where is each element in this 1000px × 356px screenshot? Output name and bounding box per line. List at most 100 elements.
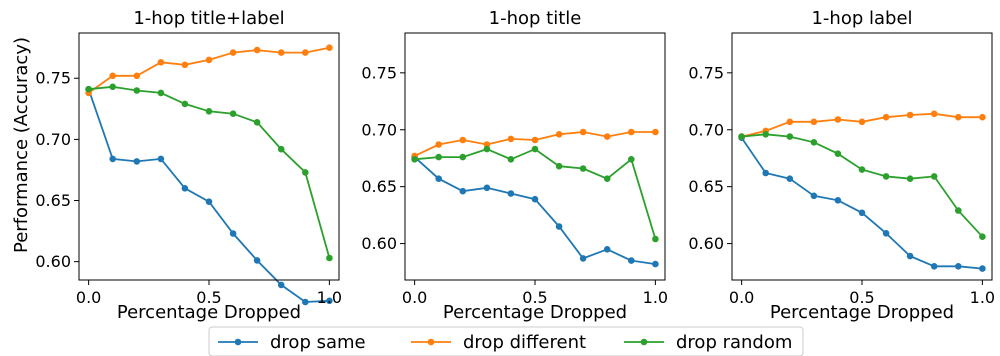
data-point <box>762 169 769 177</box>
data-point <box>834 116 842 123</box>
data-point <box>181 100 189 108</box>
data-point <box>531 195 539 203</box>
data-point <box>459 153 467 161</box>
data-point <box>435 153 443 161</box>
data-point <box>326 297 333 305</box>
data-point <box>302 298 309 306</box>
data-point <box>109 72 116 80</box>
data-point <box>277 49 285 56</box>
x-tick-label: 0.0 <box>729 288 754 307</box>
data-point <box>628 128 635 136</box>
data-point <box>762 131 769 138</box>
data-point <box>483 141 491 148</box>
legend: drop same drop different drop random <box>208 326 804 356</box>
y-tick-label: 0.60 <box>361 234 397 253</box>
data-point <box>229 110 237 117</box>
data-point <box>302 49 309 56</box>
data-point <box>810 192 818 200</box>
data-point <box>810 139 818 146</box>
data-point <box>277 281 285 289</box>
data-point <box>531 145 539 153</box>
axes-frame <box>731 32 993 281</box>
subplot-title: 1-hop title Percentage Dropped 0.0 0.5 1.0… <box>361 8 668 323</box>
y-tick-label: 0.70 <box>35 130 71 149</box>
data-point <box>979 233 986 240</box>
y-tick-label: 0.75 <box>688 63 724 82</box>
data-point <box>483 145 491 153</box>
data-point <box>205 108 213 115</box>
legend-frame <box>208 326 804 356</box>
data-point <box>157 155 165 163</box>
data-point <box>277 145 285 153</box>
x-tick-label: 0.5 <box>849 288 874 307</box>
data-point <box>555 131 563 138</box>
y-tick-label: 0.75 <box>35 69 71 88</box>
y-tick-label: 0.65 <box>688 177 724 196</box>
data-point <box>603 133 611 140</box>
x-axis-label: Percentage Dropped <box>117 302 301 323</box>
legend-marker <box>640 338 648 346</box>
data-point <box>435 175 443 182</box>
data-point <box>181 185 189 192</box>
series-line <box>88 46 330 94</box>
series-line <box>740 137 983 270</box>
data-point <box>229 49 237 56</box>
legend-marker <box>234 338 242 346</box>
data-point <box>979 265 986 272</box>
y-tick-label: 0.60 <box>688 234 724 253</box>
y-tick-label: 0.65 <box>35 191 71 210</box>
data-point <box>882 113 890 121</box>
data-point <box>181 61 189 69</box>
data-point <box>906 252 914 260</box>
data-point <box>253 46 261 54</box>
data-point <box>930 263 938 270</box>
data-point <box>858 166 866 173</box>
data-point <box>955 263 962 270</box>
data-point <box>579 128 587 136</box>
data-point <box>205 198 213 205</box>
data-point <box>531 136 539 144</box>
x-axis-label: Percentage Dropped <box>443 302 627 323</box>
series-line <box>413 156 656 265</box>
data-point <box>955 207 962 214</box>
data-point <box>738 133 745 140</box>
data-point <box>133 158 141 165</box>
data-point <box>786 175 794 182</box>
y-tick-label: 0.70 <box>361 120 397 139</box>
series-line <box>87 88 330 303</box>
data-point <box>834 197 842 204</box>
x-tick-label: 1.0 <box>643 288 668 307</box>
data-point <box>411 156 418 163</box>
data-point <box>133 72 141 80</box>
x-axis-label: Percentage Dropped <box>770 302 954 323</box>
data-point <box>253 119 261 126</box>
y-tick-label: 0.60 <box>35 252 71 271</box>
data-point <box>579 165 587 172</box>
axes-frame <box>78 32 340 281</box>
data-point <box>579 255 587 262</box>
x-tick-label: 1.0 <box>970 288 995 307</box>
subplot-title: 1-hop label <box>811 8 912 29</box>
data-point <box>786 133 794 140</box>
series-line <box>414 148 657 240</box>
data-point <box>85 85 92 93</box>
data-point <box>459 187 467 195</box>
y-tick-label: 0.70 <box>688 120 724 139</box>
y-axis-label: Performance (Accuracy) <box>11 37 32 253</box>
data-point <box>834 150 842 157</box>
subplot-label: 1-hop label Percentage Dropped 0.0 0.5 1.0… <box>688 8 995 323</box>
series-line <box>741 133 984 238</box>
legend-label: drop different <box>463 332 586 353</box>
data-point <box>930 173 938 180</box>
y-tick-label: 0.65 <box>361 177 397 196</box>
data-point <box>882 173 890 180</box>
data-point <box>109 83 116 91</box>
data-point <box>786 118 794 126</box>
data-point <box>507 156 515 163</box>
data-point <box>906 175 914 182</box>
data-point <box>555 162 563 170</box>
data-point <box>979 113 986 121</box>
data-point <box>229 230 237 237</box>
data-point <box>435 141 443 148</box>
